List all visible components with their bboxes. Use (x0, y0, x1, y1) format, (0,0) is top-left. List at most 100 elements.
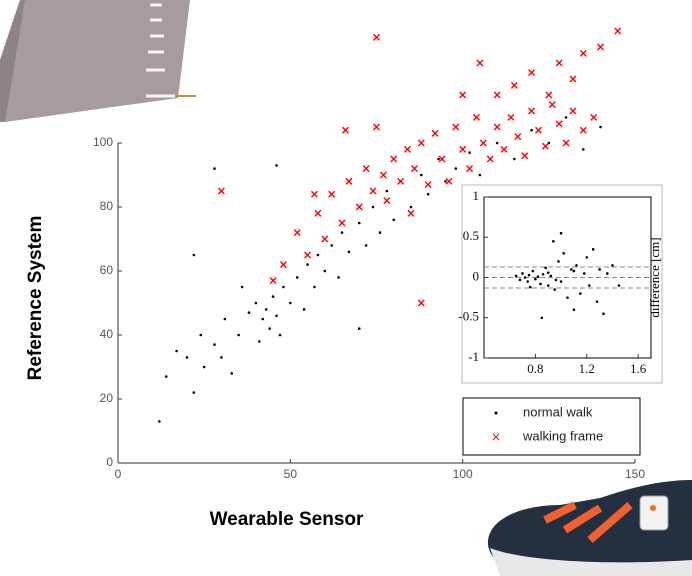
y-tick-label: 1 (473, 188, 480, 203)
point (165, 375, 168, 378)
point (573, 308, 576, 311)
x-tick-label: 1.6 (630, 361, 647, 376)
point (248, 311, 251, 314)
x-tick-label: 0 (115, 467, 122, 481)
x-tick-label: 1.2 (579, 361, 595, 376)
point (305, 252, 311, 258)
point (391, 156, 397, 162)
point (546, 92, 552, 98)
y-axis-label: Reference System (25, 216, 46, 381)
point (237, 334, 240, 337)
y-tick-label: -1 (468, 349, 479, 364)
y-tick-label: -0.5 (458, 309, 479, 324)
point (270, 278, 276, 284)
point (420, 174, 423, 177)
point (342, 127, 348, 133)
point (405, 146, 411, 152)
x-axis-label: Wearable Sensor (210, 509, 364, 530)
point (372, 206, 375, 209)
x-tick-label: 100 (453, 467, 473, 481)
point (596, 300, 599, 303)
point (602, 312, 605, 315)
point (272, 295, 275, 298)
point (186, 356, 189, 359)
point (398, 178, 404, 184)
point (552, 240, 555, 243)
point (460, 146, 466, 152)
point (213, 167, 216, 170)
point (570, 268, 573, 271)
point (358, 327, 361, 330)
point (480, 140, 486, 146)
point (437, 158, 440, 161)
point (311, 191, 317, 197)
point (539, 283, 542, 286)
point (193, 254, 196, 257)
point (575, 264, 578, 267)
point (410, 206, 413, 209)
point (439, 156, 445, 162)
point (199, 334, 202, 337)
point (570, 108, 576, 114)
point (560, 280, 563, 283)
point (519, 279, 522, 282)
point (591, 114, 597, 120)
y-tick-label: 0.5 (463, 228, 479, 243)
point (218, 188, 224, 194)
point (324, 270, 327, 273)
point (341, 231, 344, 234)
point (203, 366, 206, 369)
x-tick-label: 50 (284, 467, 298, 481)
point (542, 143, 548, 149)
point (580, 50, 586, 56)
point (386, 190, 389, 193)
point (175, 350, 178, 353)
point (532, 270, 535, 273)
x-tick-label: 0.8 (527, 361, 543, 376)
x-tick-label: 150 (625, 467, 645, 481)
point (542, 273, 545, 276)
point (322, 236, 328, 242)
point (494, 124, 500, 130)
point (408, 210, 414, 216)
point (557, 260, 560, 263)
point (515, 275, 518, 278)
point (303, 308, 306, 311)
point (508, 114, 514, 120)
point (529, 70, 535, 76)
point (555, 279, 558, 282)
point (468, 151, 471, 154)
point (556, 121, 562, 127)
point (479, 174, 482, 177)
point (380, 172, 386, 178)
point (598, 44, 604, 50)
point (467, 166, 473, 172)
point (585, 256, 588, 259)
point (315, 210, 321, 216)
point (544, 267, 547, 270)
point (337, 276, 340, 279)
point (313, 286, 316, 289)
point (535, 127, 541, 133)
point (583, 272, 586, 275)
y-tick-label: 80 (100, 199, 114, 213)
point (487, 156, 493, 162)
point (524, 276, 527, 279)
point (496, 142, 499, 145)
point (446, 178, 452, 184)
y-tick-label: 0 (106, 455, 113, 469)
point (530, 129, 533, 132)
point (541, 316, 544, 319)
point (453, 124, 459, 130)
legend-marker (495, 412, 498, 415)
point (528, 274, 531, 277)
point (427, 193, 430, 196)
point (358, 222, 361, 225)
point (563, 140, 569, 146)
point (418, 140, 424, 146)
point (473, 114, 479, 120)
point (573, 270, 576, 273)
point (193, 391, 196, 394)
point (280, 262, 286, 268)
point (384, 198, 390, 204)
